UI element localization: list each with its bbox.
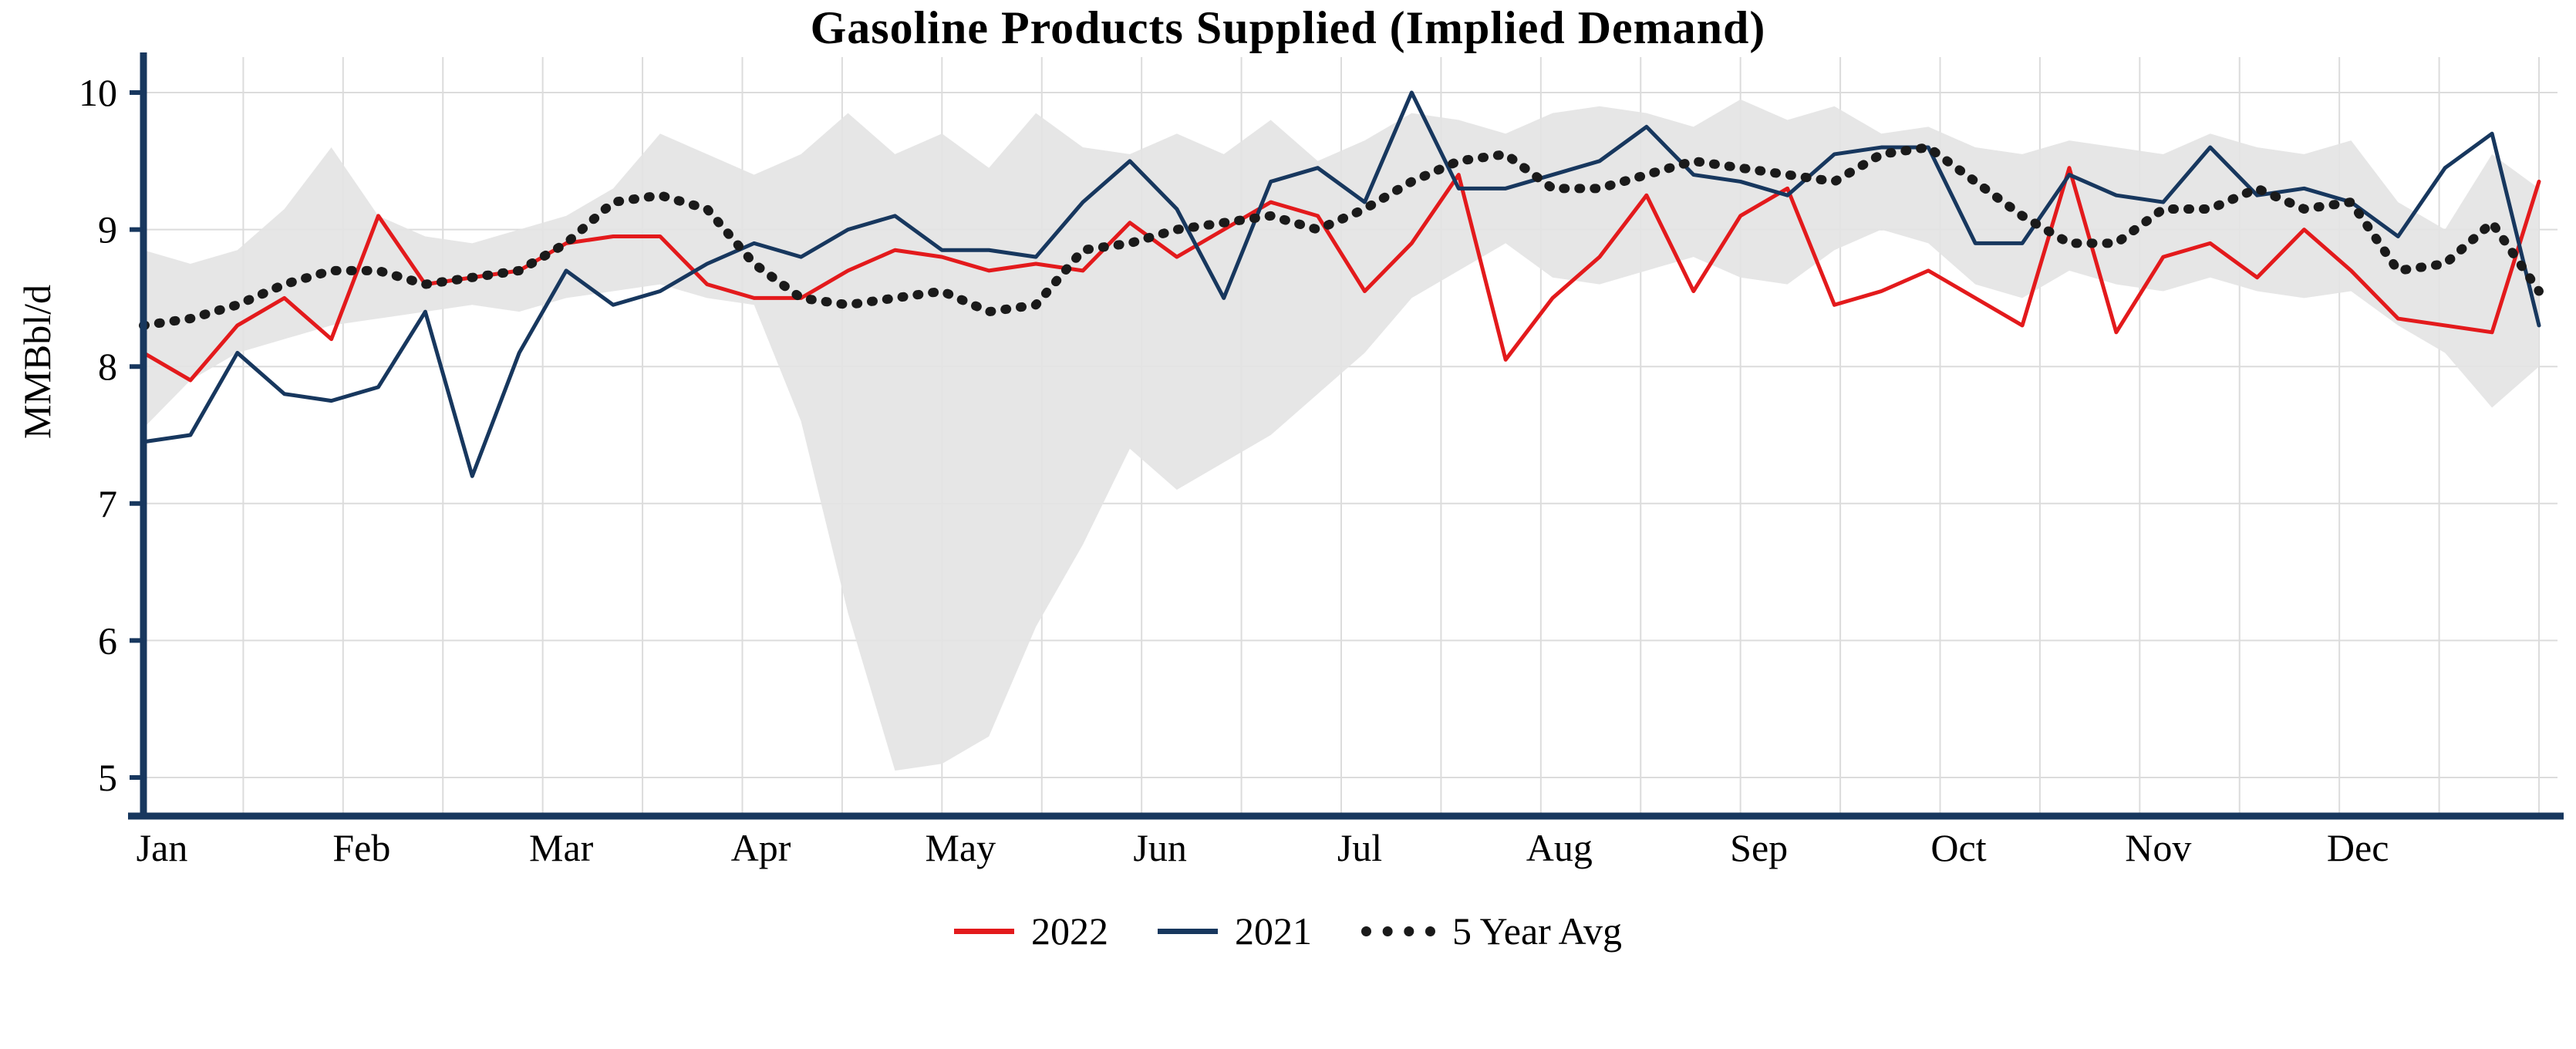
svg-text:Feb: Feb: [332, 826, 390, 869]
legend-swatch-2021: [1158, 928, 1219, 934]
svg-text:Oct: Oct: [1930, 826, 1986, 869]
svg-text:9: 9: [98, 208, 117, 251]
legend-label-5yr-avg: 5 Year Avg: [1452, 909, 1622, 953]
svg-text:Aug: Aug: [1526, 826, 1593, 869]
legend-swatch-5yr-avg: [1361, 926, 1436, 936]
chart-title: Gasoline Products Supplied (Implied Dema…: [810, 2, 1766, 53]
svg-text:Apr: Apr: [731, 826, 791, 869]
svg-text:Dec: Dec: [2327, 826, 2389, 869]
svg-text:6: 6: [98, 619, 117, 662]
legend-item-5yr-avg: 5 Year Avg: [1361, 909, 1622, 953]
svg-text:Sep: Sep: [1730, 826, 1788, 869]
chart-legend: 2022 2021 5 Year Avg: [0, 909, 2576, 953]
svg-text:Mar: Mar: [529, 826, 594, 869]
svg-text:7: 7: [98, 482, 117, 525]
svg-text:8: 8: [98, 345, 117, 388]
svg-text:Jan: Jan: [137, 826, 188, 869]
svg-text:10: 10: [79, 71, 117, 114]
svg-text:Jul: Jul: [1337, 826, 1382, 869]
legend-item-2021: 2021: [1158, 909, 1312, 953]
svg-text:Nov: Nov: [2125, 826, 2191, 869]
svg-text:Jun: Jun: [1133, 826, 1186, 869]
legend-label-2021: 2021: [1235, 909, 1313, 953]
svg-text:5: 5: [98, 756, 117, 799]
legend-item-2022: 2022: [954, 909, 1108, 953]
svg-text:May: May: [926, 826, 996, 869]
legend-label-2022: 2022: [1031, 909, 1109, 953]
legend-swatch-2022: [954, 928, 1015, 934]
